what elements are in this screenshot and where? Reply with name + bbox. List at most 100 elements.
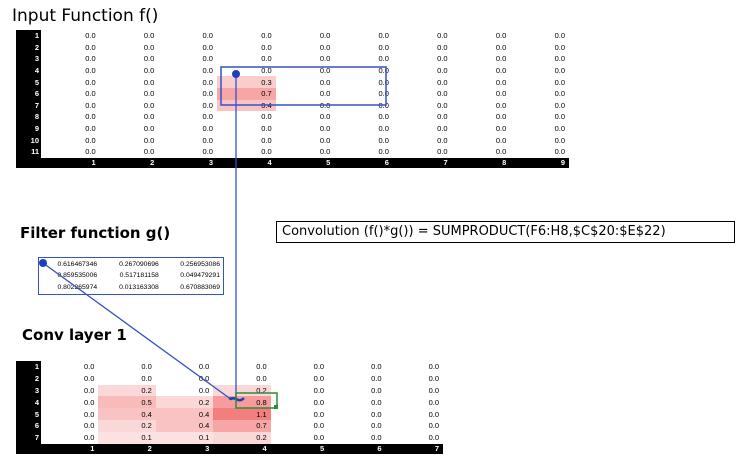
grid-cell: 0.0 xyxy=(437,100,448,110)
grid-cell: 0.0 xyxy=(261,135,272,145)
filter-cell: 0.013163308 xyxy=(119,284,159,292)
input-function-title: Input Function f() xyxy=(12,6,159,26)
grid-cell: 0.0 xyxy=(371,374,382,384)
grid-cell: 0.0 xyxy=(83,433,95,443)
grid-row: 2 0.0 0.0 0.0 0.0 0.0 0.0 0.0 0.0 0.0 xyxy=(16,41,569,54)
conv-layer-grid: 1 0.0 0.0 0.0 0.0 0.0 0.0 0.0 2 0.0 0.0 0.0 0.0 0.0 0.… xyxy=(16,361,443,455)
grid-cell: 0.0 xyxy=(143,42,155,52)
selected-output-cell xyxy=(235,392,278,409)
grid-cell: 0.0 xyxy=(319,42,331,52)
grid-cell: 0.0 xyxy=(202,54,213,64)
grid-row: 6 0.0 0.2 0.4 0.7 0.0 0.0 0.0 xyxy=(16,419,443,432)
grid-cell: 0.8 xyxy=(213,396,271,409)
grid-cell: 0.0 xyxy=(495,77,507,87)
grid-cell: 0.2 xyxy=(98,384,156,397)
grid-cell: 0.0 xyxy=(495,135,507,145)
grid-cell: 0.0 xyxy=(378,112,389,122)
grid-cell: 0.0 xyxy=(378,54,389,64)
grid-cell: 0.0 xyxy=(378,77,389,87)
grid-cell: 0.0 xyxy=(85,54,96,64)
grid-cell: 0.0 xyxy=(428,409,439,419)
grid-cell: 0.0 xyxy=(554,89,565,99)
grid-cell: 0.0 xyxy=(554,135,565,145)
grid-cell: 0.0 xyxy=(319,135,331,145)
grid-cell: 0.0 xyxy=(85,66,96,76)
grid-cell: 0.0 xyxy=(85,112,96,122)
grid-row: 5 0.0 0.0 0.0 0.3 0.0 0.0 0.0 0.0 0.0 xyxy=(16,76,569,88)
column-header: 3 xyxy=(155,443,214,455)
grid-cell: 0.0 xyxy=(313,397,325,407)
grid-cell: 0.0 xyxy=(256,374,267,384)
grid-cell: 0.1 xyxy=(155,431,214,444)
grid-cell: 0.0 xyxy=(313,374,325,384)
grid-cell: 0.0 xyxy=(319,31,331,41)
grid-cell: 0.0 xyxy=(495,89,507,99)
grid-cell: 0.0 xyxy=(495,124,507,134)
grid-row: 2 0.0 0.0 0.0 0.0 0.0 0.0 0.0 xyxy=(16,372,443,385)
grid-cell: 0.0 xyxy=(437,135,448,145)
grid-row: 6 0.0 0.0 0.0 0.7 0.0 0.0 0.0 0.0 0.0 xyxy=(16,87,569,100)
grid-row: 4 0.0 0.0 0.0 0.0 0.0 0.0 0.0 0.0 0.0 xyxy=(16,64,569,77)
grid-cell: 0.4 xyxy=(98,408,156,420)
filter-cell: 0.049479291 xyxy=(180,272,220,280)
grid-cell: 0.2 xyxy=(213,431,271,444)
grid-cell: 0.0 xyxy=(437,112,448,122)
input-anchor-dot xyxy=(232,70,240,78)
row-header: 1 xyxy=(16,361,41,373)
filter-cell: 0.267090696 xyxy=(119,260,159,268)
filter-cell: 0.256953086 xyxy=(180,260,220,268)
grid-cell: 0.0 xyxy=(202,77,213,87)
grid-cell: 0.0 xyxy=(83,409,95,419)
grid-row: 10 0.0 0.0 0.0 0.0 0.0 0.0 0.0 0.0 0.0 xyxy=(16,134,569,146)
grid-cell: 0.0 xyxy=(143,124,155,134)
grid-row: 8 0.0 0.0 0.0 0.0 0.0 0.0 0.0 0.0 0.0 xyxy=(16,111,569,123)
grid-cell: 0.0 xyxy=(437,42,448,52)
grid-cell: 0.0 xyxy=(371,409,382,419)
grid-cell: 0.0 xyxy=(141,362,152,372)
column-header: 8 xyxy=(451,157,511,169)
grid-cell: 0.0 xyxy=(202,89,213,99)
corner-cell xyxy=(16,443,41,455)
grid-cell: 0.0 xyxy=(378,124,389,134)
grid-cell: 0.0 xyxy=(313,409,325,419)
grid-cell: 0.0 xyxy=(313,362,325,372)
grid-cell: 0.0 xyxy=(83,421,95,431)
grid-cell: 0.0 xyxy=(256,362,267,372)
grid-cell: 0.0 xyxy=(554,100,565,110)
grid-cell: 0.0 xyxy=(83,362,95,372)
grid-cell: 0.0 xyxy=(554,124,565,134)
filter-cell: 0.859535006 xyxy=(57,272,98,280)
grid-cell: 0.2 xyxy=(213,384,271,397)
row-header: 7 xyxy=(16,99,42,112)
grid-cell: 0.0 xyxy=(378,66,389,76)
filter-cell: 0.670883069 xyxy=(180,284,220,292)
grid-cell: 0.0 xyxy=(143,147,155,157)
grid-cell: 0.0 xyxy=(554,31,565,41)
grid-cell: 0.0 xyxy=(495,112,507,122)
column-header: 5 xyxy=(270,443,329,455)
grid-cell: 0.1 xyxy=(98,431,156,444)
grid-cell: 0.2 xyxy=(155,396,214,409)
grid-cell: 0.0 xyxy=(495,100,507,110)
grid-cell: 0.0 xyxy=(378,135,389,145)
filter-cell: 0.517181158 xyxy=(119,272,159,280)
filter-function-title: Filter function g() xyxy=(20,224,171,242)
grid-cell: 0.0 xyxy=(378,31,389,41)
grid-cell: 0.0 xyxy=(437,147,448,157)
grid-cell: 0.0 xyxy=(83,397,95,407)
grid-cell: 0.0 xyxy=(143,112,155,122)
filter-anchor-dot xyxy=(39,259,47,267)
grid-cell: 0.0 xyxy=(437,77,448,87)
column-header: 2 xyxy=(98,443,156,455)
grid-cell: 0.3 xyxy=(216,76,276,88)
grid-cell: 0.0 xyxy=(319,112,331,122)
grid-cell: 0.0 xyxy=(202,135,213,145)
grid-cell: 0.0 xyxy=(261,112,272,122)
grid-cell: 0.0 xyxy=(371,421,382,431)
row-header: 2 xyxy=(16,41,42,54)
grid-cell: 0.0 xyxy=(437,124,448,134)
grid-cell: 0.0 xyxy=(319,124,331,134)
grid-cell: 0.0 xyxy=(143,31,155,41)
